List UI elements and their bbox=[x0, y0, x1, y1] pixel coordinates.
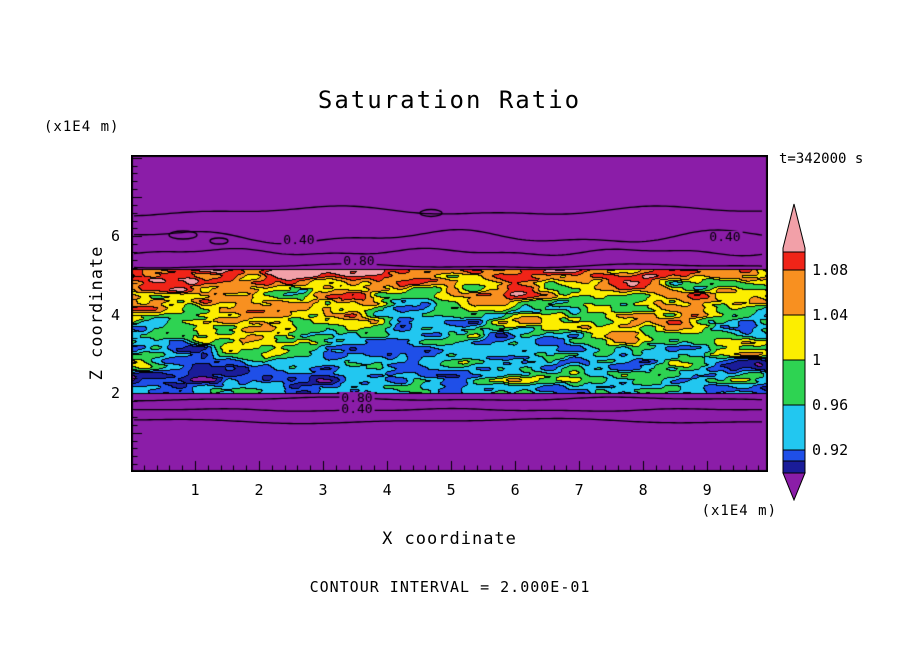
colorbar-segment bbox=[782, 203, 806, 253]
contour-plot-canvas bbox=[131, 155, 768, 472]
x-axis-unit-label: (x1E4 m) bbox=[701, 503, 777, 519]
colorbar bbox=[782, 203, 806, 501]
colorbar-segment bbox=[782, 449, 806, 462]
colorbar-segment bbox=[782, 460, 806, 474]
colorbar-segment bbox=[782, 404, 806, 451]
x-tick-label: 2 bbox=[254, 481, 264, 499]
contour-interval-label: CONTOUR INTERVAL = 2.000E-01 bbox=[309, 578, 591, 596]
y-tick-label: 2 bbox=[110, 384, 120, 403]
y-axis-unit-label: (x1E4 m) bbox=[44, 119, 120, 135]
time-label: t=342000 s bbox=[779, 151, 864, 167]
chart-title: Saturation Ratio bbox=[317, 86, 582, 114]
colorbar-segment bbox=[782, 359, 806, 406]
y-tick-label: 6 bbox=[110, 227, 120, 246]
colorbar-label: 0.92 bbox=[812, 441, 849, 459]
x-axis-title: X coordinate bbox=[382, 529, 517, 549]
x-tick-label: 4 bbox=[382, 481, 392, 499]
colorbar-segment bbox=[782, 314, 806, 361]
x-tick-label: 3 bbox=[318, 481, 328, 499]
colorbar-segment bbox=[782, 472, 806, 501]
colorbar-label: 1.08 bbox=[812, 261, 849, 279]
x-tick-label: 7 bbox=[574, 481, 584, 499]
x-tick-label: 9 bbox=[702, 481, 712, 499]
x-tick-label: 5 bbox=[446, 481, 456, 499]
x-tick-label: 6 bbox=[510, 481, 520, 499]
colorbar-label: 0.96 bbox=[812, 396, 849, 414]
x-tick-label: 8 bbox=[638, 481, 648, 499]
x-tick-label: 1 bbox=[190, 481, 200, 499]
colorbar-segment bbox=[782, 269, 806, 316]
colorbar-label: 1 bbox=[812, 351, 822, 369]
y-tick-label: 4 bbox=[110, 305, 120, 324]
colorbar-segment bbox=[782, 251, 806, 271]
colorbar-label: 1.04 bbox=[812, 306, 849, 324]
